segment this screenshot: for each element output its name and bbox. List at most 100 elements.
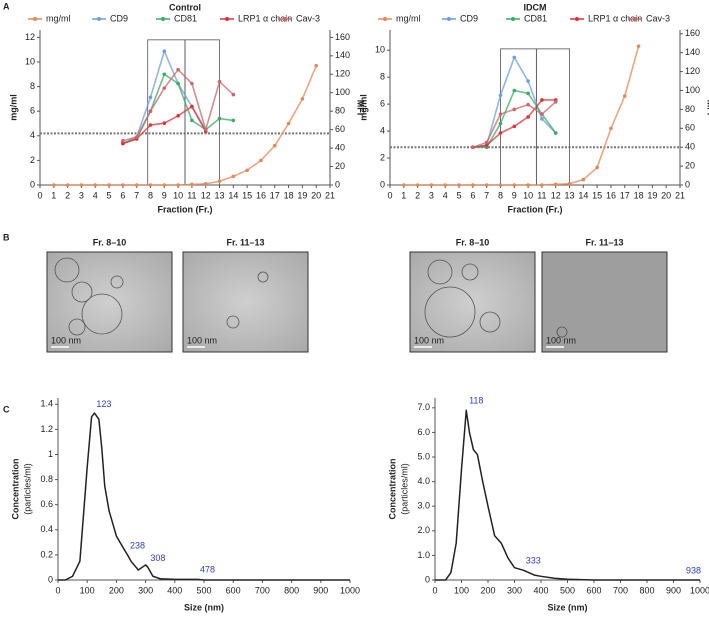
series-point <box>176 81 180 86</box>
vesicle <box>461 263 479 281</box>
series-point <box>526 102 530 107</box>
micrograph-title: Fr. 8–10 <box>93 237 127 247</box>
y2-tick-label: 60 <box>335 124 345 134</box>
x-tick-label: 14 <box>578 190 588 200</box>
series-point <box>203 127 208 132</box>
size-curve <box>435 409 700 581</box>
y-tick-label: 5.0 <box>417 451 430 461</box>
series-point <box>231 92 236 97</box>
x-tick-label: 11 <box>187 190 196 200</box>
y-tick-label: 2 <box>30 155 35 165</box>
series-point <box>134 135 139 139</box>
peak-label: 123 <box>96 399 111 409</box>
x-tick-label: 20 <box>311 190 321 200</box>
x-tick-label: 900 <box>313 585 328 595</box>
vesicle <box>110 275 124 289</box>
micrograph <box>46 251 173 353</box>
vesicle <box>257 271 269 283</box>
y-tick-label: 6 <box>380 99 385 109</box>
series-point <box>498 131 503 135</box>
legend-label: CD81 <box>524 13 547 23</box>
x-tick-label: 16 <box>606 190 616 200</box>
y-tick-label: 0.2 <box>40 549 53 559</box>
y2-tick-label: 160 <box>685 28 700 38</box>
series-point <box>471 145 475 149</box>
y-tick-label: 4.0 <box>417 476 430 486</box>
x-tick-label: 700 <box>613 585 628 595</box>
y2-tick-label: 100 <box>685 85 700 95</box>
series-point <box>176 67 180 72</box>
series-point <box>121 183 125 187</box>
series-point <box>553 131 558 135</box>
series-point <box>272 143 277 148</box>
series-point <box>190 104 194 109</box>
x-tick-label: 6 <box>470 190 475 200</box>
series-point <box>217 179 222 184</box>
series-point <box>471 183 475 187</box>
series-point <box>134 183 139 187</box>
x-tick-label: 5 <box>457 190 462 200</box>
fraction-box <box>184 39 220 186</box>
series-point <box>245 168 249 173</box>
series-point <box>540 183 544 187</box>
panel-label: A <box>3 1 10 11</box>
series-point <box>217 116 222 121</box>
y-tick-label: 0.6 <box>40 499 53 509</box>
legend-label: CD9 <box>460 13 478 23</box>
x-tick-label: 17 <box>270 190 280 200</box>
y-axis-title: mg/ml <box>358 94 368 121</box>
series-point <box>217 79 222 84</box>
legend-marker <box>511 17 515 21</box>
series-point <box>512 183 517 187</box>
x-tick-label: 19 <box>297 190 307 200</box>
series-point <box>526 79 530 83</box>
series-point <box>484 140 489 145</box>
x-tick-label: 10 <box>173 190 183 200</box>
chart-title: IDCM <box>524 2 547 12</box>
x-tick-label: 100 <box>454 585 469 595</box>
x-tick-label: 18 <box>284 190 294 200</box>
y-tick-label: 6 <box>30 106 35 116</box>
x-tick-label: 15 <box>242 190 252 200</box>
legend-marker <box>633 17 637 21</box>
series-point <box>190 81 194 86</box>
series-point <box>512 124 517 129</box>
series-point <box>65 183 70 187</box>
y-tick-label: 3.0 <box>417 501 430 511</box>
x-tick-label: 600 <box>586 585 601 595</box>
series-point <box>190 118 194 123</box>
vesicle <box>556 326 568 338</box>
y-tick-label: 0 <box>380 179 385 189</box>
x-tick-label: 3 <box>79 190 84 200</box>
series-point <box>609 126 613 131</box>
fraction-box <box>147 39 186 186</box>
series-point <box>176 183 180 187</box>
series-point <box>162 121 167 125</box>
legend-marker <box>447 17 451 21</box>
y-tick-label: 8 <box>30 81 35 91</box>
series-point <box>498 183 503 187</box>
x-tick-label: 300 <box>507 585 522 595</box>
y-tick-label: 10 <box>25 56 35 66</box>
series-point <box>526 115 530 119</box>
y-tick-label: 8 <box>380 72 385 82</box>
x-tick-label: 11 <box>537 190 546 200</box>
legend-label: CD81 <box>174 13 197 23</box>
series-point <box>402 183 406 187</box>
legend-marker <box>225 17 229 21</box>
x-tick-label: 800 <box>284 585 299 595</box>
legend-label: Cav-3 <box>646 13 670 23</box>
peak-label: 333 <box>526 556 541 566</box>
x-tick-label: 0 <box>37 190 42 200</box>
series-point <box>121 138 125 143</box>
y-tick-label: 0.8 <box>40 474 53 484</box>
legend-label: CD9 <box>110 13 128 23</box>
size-curve <box>58 412 350 581</box>
legend-marker <box>383 17 387 21</box>
series-line <box>53 65 317 186</box>
micrograph-title: Fr. 11–13 <box>585 237 623 247</box>
scale-label: 100 nm <box>414 335 444 345</box>
x-tick-label: 17 <box>620 190 630 200</box>
x-tick-label: 1 <box>51 190 56 200</box>
